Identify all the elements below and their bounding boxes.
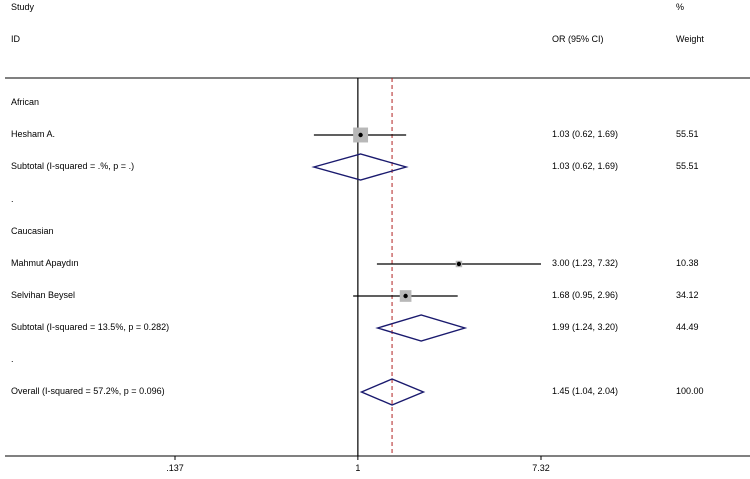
study-weight: 34.12	[676, 290, 699, 300]
study-or-ci: 1.68 (0.95, 2.96)	[552, 290, 619, 300]
subtotal-weight: 55.51	[676, 161, 699, 171]
overall-label: Overall (I-squared = 57.2%, p = 0.096)	[11, 386, 165, 396]
x-axis-ticks: .137 1 7.32	[166, 456, 550, 473]
study-or-ci: 1.03 (0.62, 1.69)	[552, 129, 619, 139]
x-tick-label: 7.32	[532, 463, 550, 473]
x-tick-label: .137	[166, 463, 184, 473]
plot-marks	[311, 127, 541, 406]
subtotal-diamond	[311, 153, 409, 181]
overall-or-ci: 1.45 (1.04, 2.04)	[552, 386, 619, 396]
group-label: Caucasian	[11, 226, 54, 236]
subtotal-label: Subtotal (I-squared = 13.5%, p = 0.282)	[11, 322, 170, 332]
percent-header: %	[676, 2, 685, 12]
overall-weight: 100.00	[676, 386, 704, 396]
study-label: Selvihan Beysel	[11, 290, 76, 300]
study-point	[358, 132, 363, 138]
study-point	[403, 293, 408, 299]
x-tick-label: 1	[355, 463, 360, 473]
spacer-label: .	[11, 354, 14, 364]
or-ci-header: OR (95% CI)	[552, 34, 604, 44]
overall-diamond	[359, 378, 426, 406]
weight-header: Weight	[676, 34, 704, 44]
subtotal-label: Subtotal (I-squared = .%, p = .)	[11, 161, 135, 171]
id-header: ID	[11, 34, 20, 44]
study-label: Hesham A.	[11, 129, 56, 139]
group-label: African	[11, 97, 40, 107]
study-weight: 10.38	[676, 258, 699, 268]
study-label: Mahmut Apaydın	[11, 258, 79, 268]
study-weight: 55.51	[676, 129, 699, 139]
subtotal-or-ci: 1.03 (0.62, 1.69)	[552, 161, 619, 171]
subtotal-or-ci: 1.99 (1.24, 3.20)	[552, 322, 619, 332]
study-point	[456, 261, 462, 267]
study-header: Study	[11, 2, 35, 12]
spacer-label: .	[11, 194, 14, 204]
subtotal-weight: 44.49	[676, 322, 699, 332]
subtotal-diamond	[375, 314, 468, 342]
study-or-ci: 3.00 (1.23, 7.32)	[552, 258, 619, 268]
